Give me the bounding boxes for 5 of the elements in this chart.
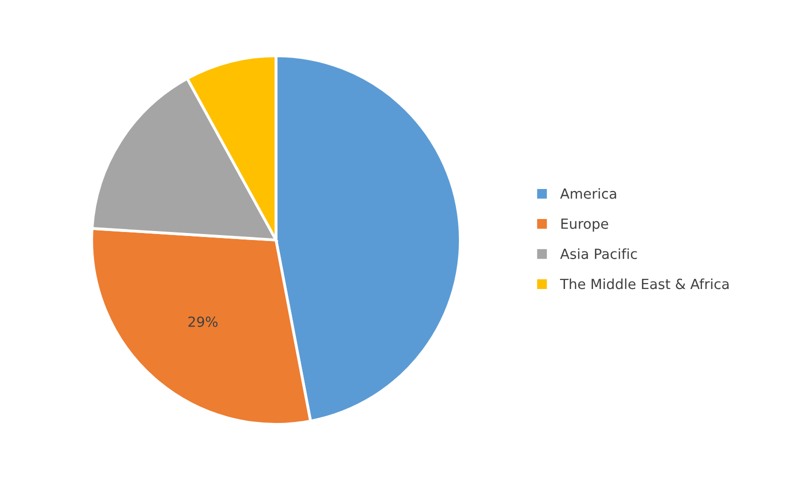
- legend-label: The Middle East & Africa: [560, 278, 729, 290]
- legend-label: Asia Pacific: [560, 248, 637, 260]
- legend-label: Europe: [561, 218, 608, 232]
- legend-label: America: [560, 188, 616, 199]
- data-label: 29%: [188, 316, 218, 327]
